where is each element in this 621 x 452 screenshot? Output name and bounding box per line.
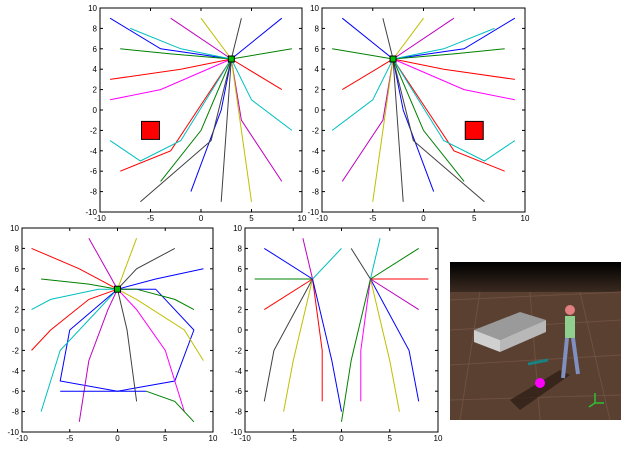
goal	[228, 56, 234, 62]
figure: -10-50510-10-8-6-4-20246810-10-50510-10-…	[0, 0, 621, 447]
x-tick-label: 5	[163, 434, 168, 443]
x-tick-label: 5	[472, 214, 477, 223]
y-tick-label: 2	[15, 306, 20, 315]
y-tick-label: 4	[93, 65, 98, 74]
y-tick-label: -2	[235, 346, 243, 355]
x-tick-label: 5	[388, 434, 393, 443]
x-tick-label: 10	[521, 214, 530, 223]
y-tick-label: 2	[315, 86, 320, 95]
y-tick-label: -6	[90, 167, 98, 176]
x-tick-label: -5	[66, 434, 74, 443]
sky	[450, 262, 621, 292]
plot-area	[245, 228, 438, 432]
x-tick-label: 0	[115, 434, 120, 443]
page: -10-50510-10-8-6-4-20246810-10-50510-10-…	[0, 0, 621, 452]
y-tick-label: -10	[85, 208, 97, 217]
y-tick-label: -2	[312, 126, 320, 135]
y-tick-label: -8	[12, 408, 20, 417]
y-tick-label: -4	[12, 367, 20, 376]
render-3d	[450, 262, 621, 420]
y-tick-label: 8	[238, 244, 243, 253]
goal	[390, 56, 396, 62]
y-tick-label: 10	[310, 4, 319, 13]
y-tick-label: 2	[93, 86, 98, 95]
y-tick-label: 8	[315, 24, 320, 33]
y-tick-label: -2	[90, 126, 98, 135]
y-tick-label: -8	[90, 188, 98, 197]
y-tick-label: -6	[235, 387, 243, 396]
y-tick-label: 6	[238, 265, 243, 274]
y-tick-label: 6	[315, 45, 320, 54]
y-tick-label: 8	[15, 244, 20, 253]
goal	[115, 286, 121, 292]
y-tick-label: -10	[7, 428, 19, 437]
target	[535, 378, 545, 388]
y-tick-label: -10	[307, 208, 319, 217]
y-tick-label: 0	[93, 106, 98, 115]
x-tick-label: 10	[209, 434, 218, 443]
x-tick-label: -5	[369, 214, 377, 223]
x-tick-label: 5	[249, 214, 254, 223]
y-tick-label: 6	[93, 45, 98, 54]
x-tick-label: 0	[421, 214, 426, 223]
y-tick-label: -6	[12, 387, 20, 396]
x-tick-label: 0	[339, 434, 344, 443]
y-tick-label: -10	[230, 428, 242, 437]
x-tick-label: -5	[290, 434, 298, 443]
y-tick-label: 10	[233, 224, 242, 233]
x-tick-label: 0	[199, 214, 204, 223]
y-tick-label: 8	[93, 24, 98, 33]
y-tick-label: -4	[235, 367, 243, 376]
obstacle	[465, 121, 483, 139]
y-tick-label: 0	[315, 106, 320, 115]
y-tick-label: -8	[312, 188, 320, 197]
y-tick-label: 0	[15, 326, 20, 335]
y-tick-label: -8	[235, 408, 243, 417]
y-tick-label: 2	[238, 306, 243, 315]
y-tick-label: 4	[15, 285, 20, 294]
x-tick-label: -5	[147, 214, 155, 223]
y-tick-label: 10	[10, 224, 19, 233]
x-tick-label: 10	[434, 434, 443, 443]
y-tick-label: 6	[15, 265, 20, 274]
y-tick-label: 4	[315, 65, 320, 74]
y-tick-label: 0	[238, 326, 243, 335]
y-tick-label: -4	[90, 147, 98, 156]
y-tick-label: -2	[12, 346, 20, 355]
y-tick-label: 4	[238, 285, 243, 294]
character-body	[565, 316, 575, 338]
y-tick-label: -4	[312, 147, 320, 156]
character-head	[565, 305, 575, 315]
obstacle	[142, 121, 160, 139]
x-tick-label: 10	[298, 214, 307, 223]
y-tick-label: -6	[312, 167, 320, 176]
y-tick-label: 10	[88, 4, 97, 13]
